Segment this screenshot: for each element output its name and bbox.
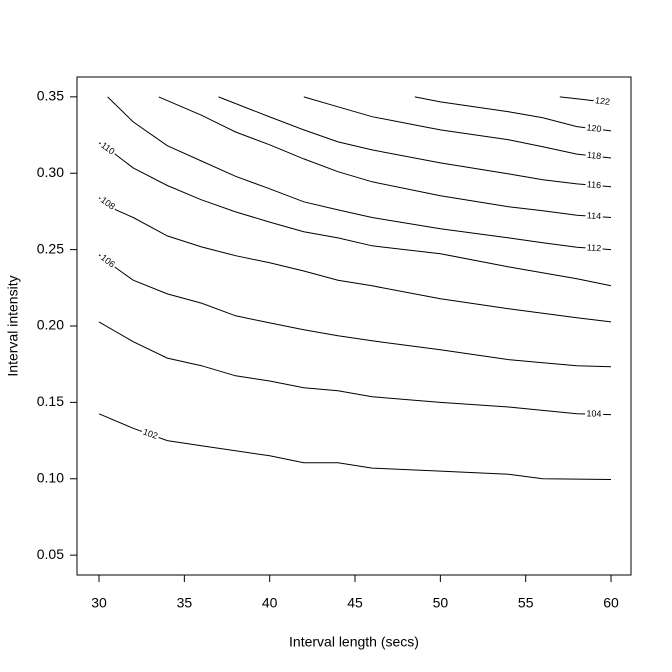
y-tick-label: 0.25: [37, 240, 64, 256]
contour-line: [98, 197, 612, 323]
x-tick-label: 50: [433, 595, 449, 611]
contour-line: [218, 96, 612, 188]
contour-line: [414, 96, 612, 132]
contour-line: [98, 142, 612, 287]
y-tick-label: 0.30: [37, 164, 64, 180]
contour-line: [98, 254, 612, 368]
contour-label: 104: [586, 408, 601, 418]
x-tick-label: 40: [262, 595, 278, 611]
contour-label: 114: [587, 210, 602, 221]
y-axis-label: Interval intensity: [5, 275, 21, 376]
contour-label: 116: [586, 179, 601, 190]
y-tick-label: 0.35: [37, 88, 64, 104]
contour-label: 112: [587, 242, 602, 253]
y-tick-label: 0.20: [37, 317, 64, 333]
contour-line: [303, 96, 612, 159]
x-tick-label: 55: [518, 595, 534, 611]
contour-label: 122: [594, 95, 610, 107]
x-tick-label: 45: [347, 595, 363, 611]
contour-line: [98, 413, 612, 480]
y-tick-label: 0.10: [37, 469, 64, 485]
contour-line: [107, 96, 612, 251]
contour-line: [158, 96, 612, 218]
x-tick-label: 30: [91, 595, 107, 611]
contour-line: [559, 96, 612, 104]
contour-label: 120: [586, 122, 602, 134]
contour-label: 118: [586, 150, 601, 162]
contour-line: [98, 321, 612, 416]
plot-frame: [76, 76, 632, 576]
x-tick-label: 60: [603, 595, 619, 611]
y-tick-label: 0.05: [37, 546, 64, 562]
x-axis-label: Interval length (secs): [289, 634, 419, 650]
y-tick-label: 0.15: [37, 393, 64, 409]
contour-label: 102: [142, 427, 160, 441]
x-tick-label: 35: [177, 595, 193, 611]
